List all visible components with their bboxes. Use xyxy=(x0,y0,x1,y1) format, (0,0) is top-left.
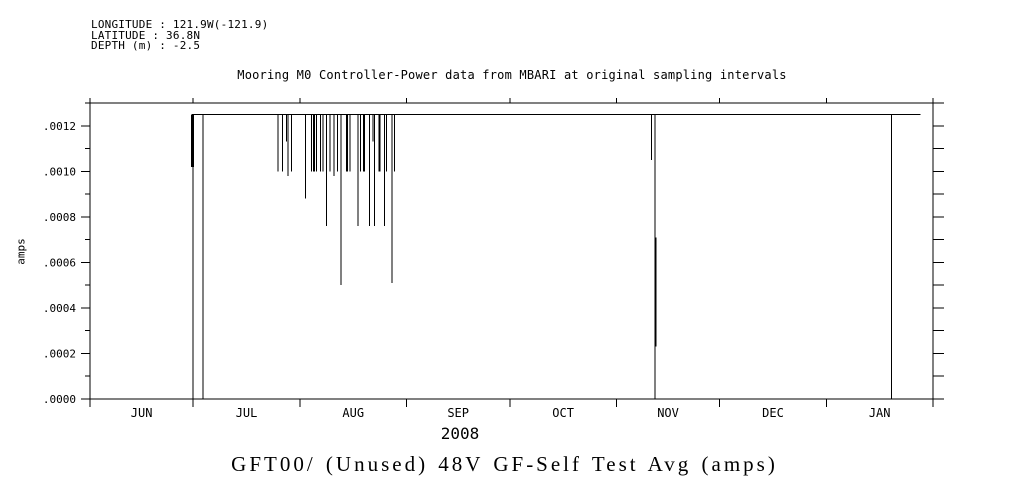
y-tick-label: .0000 xyxy=(43,393,76,406)
y-tick-label: .0002 xyxy=(43,347,76,360)
month-label: NOV xyxy=(657,406,679,420)
chart-title: Mooring M0 Controller-Power data from MB… xyxy=(237,68,787,82)
month-label: DEC xyxy=(762,406,784,420)
month-label: JAN xyxy=(869,406,891,420)
latitude-label: LATITUDE : 36.8N xyxy=(91,28,201,42)
y-tick-label: .0010 xyxy=(43,165,76,178)
y-tick-label: .0004 xyxy=(43,302,76,315)
plot-frame xyxy=(89,102,934,400)
y-axis-title: amps xyxy=(14,238,28,265)
variable-title: GFT00/ (Unused) 48V GF-Self Test Avg (am… xyxy=(231,452,778,476)
y-tick-label: .0012 xyxy=(43,120,76,133)
y-tick-label: .0008 xyxy=(43,211,76,224)
depth-label: DEPTH (m) : -2.5 xyxy=(91,39,201,52)
month-label: OCT xyxy=(552,406,574,420)
month-label: SEP xyxy=(447,406,469,420)
longitude-label: LONGITUDE : 121.9W(-121.9) xyxy=(91,18,269,31)
y-tick-label: .0006 xyxy=(43,256,76,269)
x-axis-year-label: 2008 xyxy=(440,424,480,443)
month-label: AUG xyxy=(342,406,364,420)
month-label: JUL xyxy=(236,406,258,420)
station-metadata: LONGITUDE : 121.9W(-121.9) LATITUDE : 36.… xyxy=(91,18,269,52)
month-label: JUN xyxy=(131,406,153,420)
